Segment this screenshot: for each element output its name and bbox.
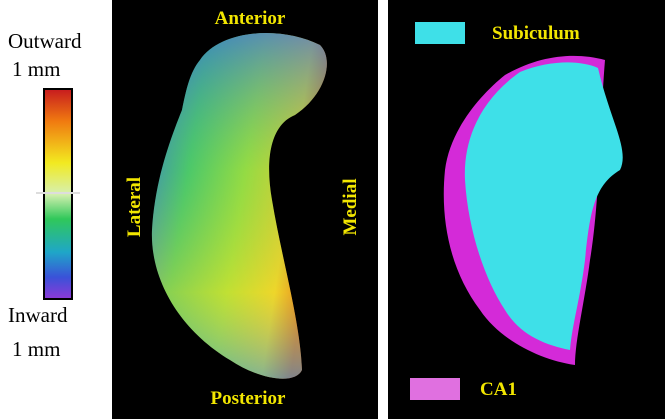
colorbar-bottom-unit: 1 mm: [12, 337, 60, 361]
label-medial: Medial: [340, 179, 361, 236]
subiculum-region: [464, 62, 623, 350]
legend-swatch-ca1: [410, 378, 460, 400]
label-posterior: Posterior: [211, 388, 286, 409]
legend-ca1: CA1: [480, 379, 517, 400]
colorbar-top-unit: 1 mm: [12, 57, 60, 81]
colorbar-bottom-label: Inward: [8, 303, 68, 327]
label-anterior: Anterior: [215, 8, 286, 29]
surface-shading: [151, 33, 327, 379]
legend-subiculum: Subiculum: [492, 23, 580, 44]
label-lateral: Lateral: [124, 177, 145, 237]
legend-swatch-subiculum: [415, 22, 465, 44]
colorbar-top-label: Outward: [8, 29, 82, 53]
